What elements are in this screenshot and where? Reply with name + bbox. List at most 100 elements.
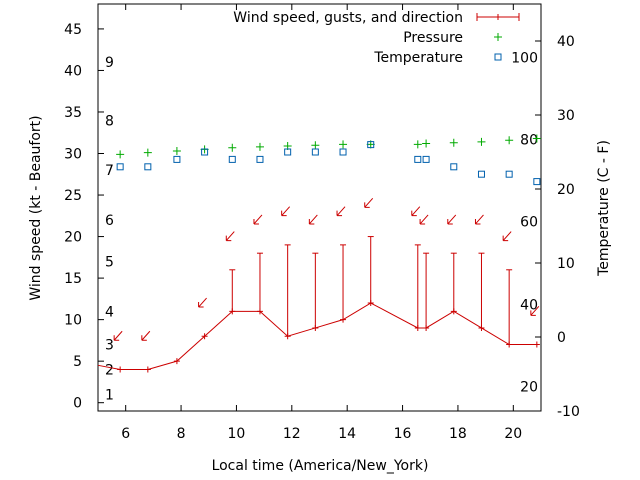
temperature-point bbox=[201, 148, 209, 156]
pressure-point bbox=[413, 140, 422, 149]
legend-key-wind-point bbox=[495, 14, 501, 20]
wind-direction-arrow bbox=[419, 214, 429, 225]
wind-speed-point bbox=[173, 358, 180, 365]
temperature-point bbox=[422, 155, 430, 163]
y-tick-label: 25 bbox=[64, 188, 82, 204]
temperature-point bbox=[367, 141, 375, 149]
wind-series bbox=[97, 198, 540, 373]
pressure-point bbox=[311, 141, 320, 150]
wind-speed-point bbox=[256, 308, 263, 315]
y-tick-label: 20 bbox=[64, 230, 82, 246]
y-tick-label: 40 bbox=[64, 63, 82, 79]
temperature-point bbox=[144, 163, 152, 171]
wind-speed-point bbox=[201, 333, 208, 340]
pressure-point bbox=[505, 136, 514, 145]
wind-direction-arrow bbox=[530, 305, 540, 316]
temperature-point bbox=[116, 163, 124, 171]
x-tick-label: 18 bbox=[449, 426, 467, 442]
wind-speed-point bbox=[312, 324, 319, 331]
axis-ticks: 6 8 10 12 14 16 18 20051015202530354045-1001020… bbox=[64, 4, 580, 442]
beaufort-tick-label: 7 bbox=[105, 163, 114, 179]
beaufort-tick-label: 2 bbox=[105, 362, 114, 378]
x-tick-label: 12 bbox=[283, 426, 301, 442]
fahrenheit-tick-label: 20 bbox=[520, 380, 538, 396]
x-tick-label: 14 bbox=[338, 426, 356, 442]
y-tick-label: 15 bbox=[64, 271, 82, 287]
wind-speed-point bbox=[450, 308, 457, 315]
wind-direction-arrow bbox=[364, 198, 374, 208]
pressure-point bbox=[449, 138, 458, 147]
legend-label-pressure: Pressure bbox=[403, 30, 463, 46]
legend-key-pressure bbox=[494, 33, 502, 41]
pressure-point bbox=[172, 147, 181, 156]
temperature-point bbox=[477, 170, 485, 178]
beaufort-tick-label: 4 bbox=[105, 304, 114, 320]
beaufort-tick-label: 5 bbox=[105, 254, 114, 270]
pressure-point bbox=[116, 150, 125, 159]
pressure-point bbox=[143, 148, 152, 157]
wind-direction-arrow bbox=[141, 330, 151, 341]
legend-keys bbox=[476, 13, 520, 61]
y2-tick-label: 40 bbox=[557, 34, 575, 50]
wind-direction-arrow bbox=[411, 206, 421, 217]
legend-label-temperature: Temperature bbox=[373, 50, 463, 66]
pressure-point bbox=[255, 142, 264, 151]
wind-speed-point bbox=[117, 366, 124, 373]
pressure-series bbox=[116, 134, 541, 159]
pressure-point bbox=[422, 139, 431, 148]
wind-direction-arrow bbox=[113, 330, 123, 341]
beaufort-tick-label: 1 bbox=[105, 387, 114, 403]
temperature-point bbox=[284, 148, 292, 156]
temperature-point bbox=[228, 155, 236, 163]
temperature-point bbox=[450, 163, 458, 171]
temperature-point bbox=[339, 148, 347, 156]
wind-speed-point bbox=[533, 341, 540, 348]
fahrenheit-tick-label: 60 bbox=[520, 215, 538, 231]
wind-speed-point bbox=[340, 316, 347, 323]
x-tick-label: 8 bbox=[177, 426, 186, 442]
x-tick-label: 6 bbox=[121, 426, 130, 442]
wind-speed-point bbox=[423, 324, 430, 331]
x-axis-label: Local time (America/New_York) bbox=[212, 458, 429, 474]
y2-tick-label: 30 bbox=[557, 108, 575, 124]
temperature-point bbox=[533, 178, 541, 186]
wind-speed-point bbox=[367, 300, 374, 307]
temperature-series bbox=[116, 141, 541, 186]
wind-speed-point bbox=[284, 333, 291, 340]
temperature-point bbox=[256, 155, 264, 163]
temperature-point bbox=[311, 148, 319, 156]
y2-tick-label: 10 bbox=[557, 256, 575, 272]
legend-label-wind: Wind speed, gusts, and direction bbox=[233, 10, 463, 26]
wind-direction-arrow bbox=[502, 231, 512, 242]
y-tick-label: 10 bbox=[64, 313, 82, 329]
y-tick-label: 0 bbox=[73, 396, 82, 412]
beaufort-tick-label: 9 bbox=[105, 55, 114, 71]
temperature-point bbox=[505, 170, 513, 178]
pressure-point bbox=[532, 134, 541, 143]
fahrenheit-tick-label: 100 bbox=[511, 50, 538, 66]
wind-speed-point bbox=[478, 324, 485, 331]
wind-direction-arrow bbox=[281, 206, 291, 217]
wind-direction-arrow bbox=[336, 206, 346, 217]
wind-direction-arrow bbox=[474, 214, 484, 225]
x-tick-label: 16 bbox=[394, 426, 412, 442]
x-tick-label: 20 bbox=[504, 426, 522, 442]
wind-direction-arrow bbox=[253, 214, 263, 225]
beaufort-tick-label: 6 bbox=[105, 213, 114, 229]
y2-tick-label: -10 bbox=[557, 404, 580, 420]
y-tick-label: 30 bbox=[64, 147, 82, 163]
temperature-point bbox=[173, 155, 181, 163]
wind-speed-point bbox=[144, 366, 151, 373]
y2-axis-label: Temperature (C - F) bbox=[596, 140, 612, 277]
wind-speed-line bbox=[97, 302, 537, 370]
x-tick-label: 10 bbox=[228, 426, 246, 442]
y-tick-label: 45 bbox=[64, 22, 82, 38]
pressure-point bbox=[339, 140, 348, 149]
wind-direction-arrow bbox=[308, 214, 318, 225]
fahrenheit-tick-label: 80 bbox=[520, 132, 538, 148]
y2-tick-label: 20 bbox=[557, 182, 575, 198]
legend-key-temperature bbox=[494, 53, 502, 61]
plot-frame bbox=[97, 3, 542, 412]
y-tick-label: 5 bbox=[73, 354, 82, 370]
